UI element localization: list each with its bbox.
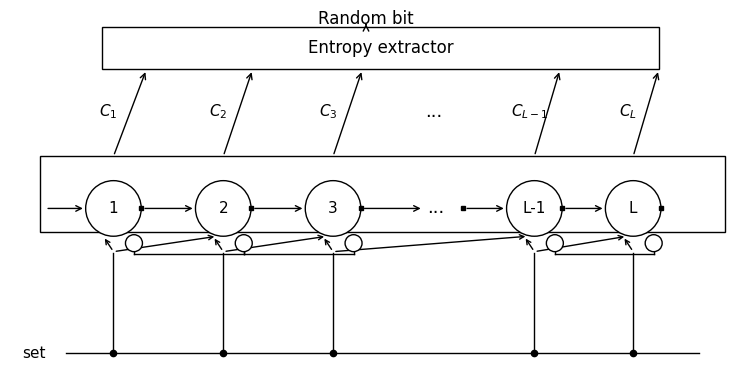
Circle shape: [605, 181, 661, 236]
Circle shape: [546, 235, 564, 252]
Circle shape: [125, 235, 143, 252]
Text: Entropy extractor: Entropy extractor: [308, 39, 453, 57]
Bar: [40, 156, 725, 232]
Text: set: set: [22, 346, 45, 361]
Circle shape: [195, 181, 251, 236]
Text: 3: 3: [328, 201, 338, 216]
Text: $C_{L-1}$: $C_{L-1}$: [511, 103, 548, 121]
Text: L-1: L-1: [523, 201, 546, 216]
Text: Random bit: Random bit: [318, 10, 414, 28]
Circle shape: [305, 181, 361, 236]
Circle shape: [645, 235, 662, 252]
Circle shape: [86, 181, 141, 236]
Text: 1: 1: [108, 201, 119, 216]
Circle shape: [235, 235, 253, 252]
Text: $C_3$: $C_3$: [319, 103, 337, 121]
Text: 2: 2: [218, 201, 228, 216]
Text: $C_2$: $C_2$: [209, 103, 228, 121]
Text: L: L: [629, 201, 638, 216]
Circle shape: [507, 181, 562, 236]
Text: ...: ...: [425, 103, 442, 121]
Bar: [102, 27, 659, 69]
Text: $C_1$: $C_1$: [100, 103, 118, 121]
Text: $C_L$: $C_L$: [619, 103, 637, 121]
Circle shape: [345, 235, 362, 252]
Text: ...: ...: [427, 200, 444, 217]
